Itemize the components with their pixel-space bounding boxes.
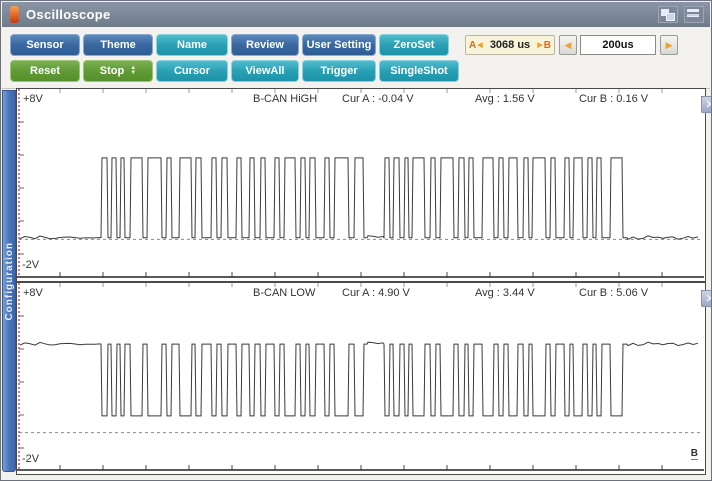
close-channel-button[interactable]: ✕ xyxy=(701,290,711,307)
review-button[interactable]: Review xyxy=(231,34,299,56)
timebase-decrease-button[interactable]: ◀ xyxy=(559,35,577,55)
zeroset-button[interactable]: ZeroSet xyxy=(379,34,449,56)
timebase-increase-button[interactable]: ▶ xyxy=(660,35,678,55)
cursor-a-value: Cur A : 4.90 V xyxy=(342,287,410,299)
sensor-button[interactable]: Sensor xyxy=(10,34,80,56)
close-channel-button[interactable]: ✕ xyxy=(701,96,711,113)
waveform-plot-high xyxy=(17,89,704,278)
timebase-value[interactable]: 200us xyxy=(580,35,656,55)
user-setting-button[interactable]: User Setting xyxy=(302,34,376,56)
stop-button[interactable]: Stop ▲ ▼ xyxy=(83,60,153,82)
cursor-b-value: Cur B : 5.06 V xyxy=(579,287,649,299)
v-bottom-label: -2V xyxy=(22,259,40,271)
v-top-label: +8V xyxy=(23,287,43,299)
right-arrow-icon: ▶ xyxy=(665,39,673,50)
v-bottom-label: -2V xyxy=(22,453,40,465)
waveform-plot-low xyxy=(17,283,704,471)
cursor-a-value: Cur A : -0.04 V xyxy=(342,93,414,105)
title-bar: Oscilloscope xyxy=(2,2,710,27)
theme-button[interactable]: Theme xyxy=(83,34,153,56)
name-button[interactable]: Name xyxy=(156,34,228,56)
trigger-button[interactable]: Trigger xyxy=(302,60,376,82)
titlebar-controls xyxy=(658,6,704,23)
cursor-a-label: A xyxy=(469,39,477,51)
singleshot-button[interactable]: SingleShot xyxy=(379,60,459,82)
ab-span-value: 3068 us xyxy=(489,39,531,51)
run-stop-spinner-icon[interactable]: ▲ ▼ xyxy=(130,65,137,77)
cursor-button[interactable]: Cursor xyxy=(156,60,228,82)
channel-title: B-CAN LOW xyxy=(253,287,316,299)
channel-header: +8V B-CAN HiGH Cur A : -0.04 V Avg : 1.5… xyxy=(17,89,711,113)
channel-panel-bcan-high: +8V B-CAN HiGH Cur A : -0.04 V Avg : 1.5… xyxy=(16,88,711,282)
channel-title: B-CAN HiGH xyxy=(253,93,318,105)
left-arrow-icon: ◀ xyxy=(564,39,572,50)
channel-header: +8V B-CAN LOW Cur A : 4.90 V Avg : 3.44 … xyxy=(17,283,711,307)
cursor-a-arrow-icon: ◀ xyxy=(477,42,483,49)
stacked-panels-icon[interactable] xyxy=(684,6,704,23)
cursor-ab-range[interactable]: A ◀ 3068 us ▶ B xyxy=(465,35,555,55)
cursor-b-label: B xyxy=(543,39,551,51)
stop-button-label: Stop xyxy=(99,65,125,77)
average-value: Avg : 3.44 V xyxy=(475,287,535,299)
reset-button[interactable]: Reset xyxy=(10,60,80,82)
channel-panel-bcan-low: +8V B-CAN LOW Cur A : 4.90 V Avg : 3.44 … xyxy=(16,282,711,475)
restore-layout-icon[interactable] xyxy=(658,6,678,23)
configuration-tab[interactable]: Configuration xyxy=(2,90,16,472)
toolbar: Sensor Theme Name Review User Setting Ze… xyxy=(2,27,710,89)
cursor-b-value: Cur B : 0.16 V xyxy=(579,93,649,105)
cursor-b-arrow-icon: ▶ xyxy=(537,42,543,49)
configuration-tab-label: Configuration xyxy=(3,241,15,321)
window-title: Oscilloscope xyxy=(26,7,111,22)
app-icon xyxy=(10,6,19,23)
v-top-label: +8V xyxy=(23,93,43,105)
cursor-b-marker[interactable]: B xyxy=(690,448,698,460)
average-value: Avg : 1.56 V xyxy=(475,93,535,105)
viewall-button[interactable]: ViewAll xyxy=(231,60,299,82)
